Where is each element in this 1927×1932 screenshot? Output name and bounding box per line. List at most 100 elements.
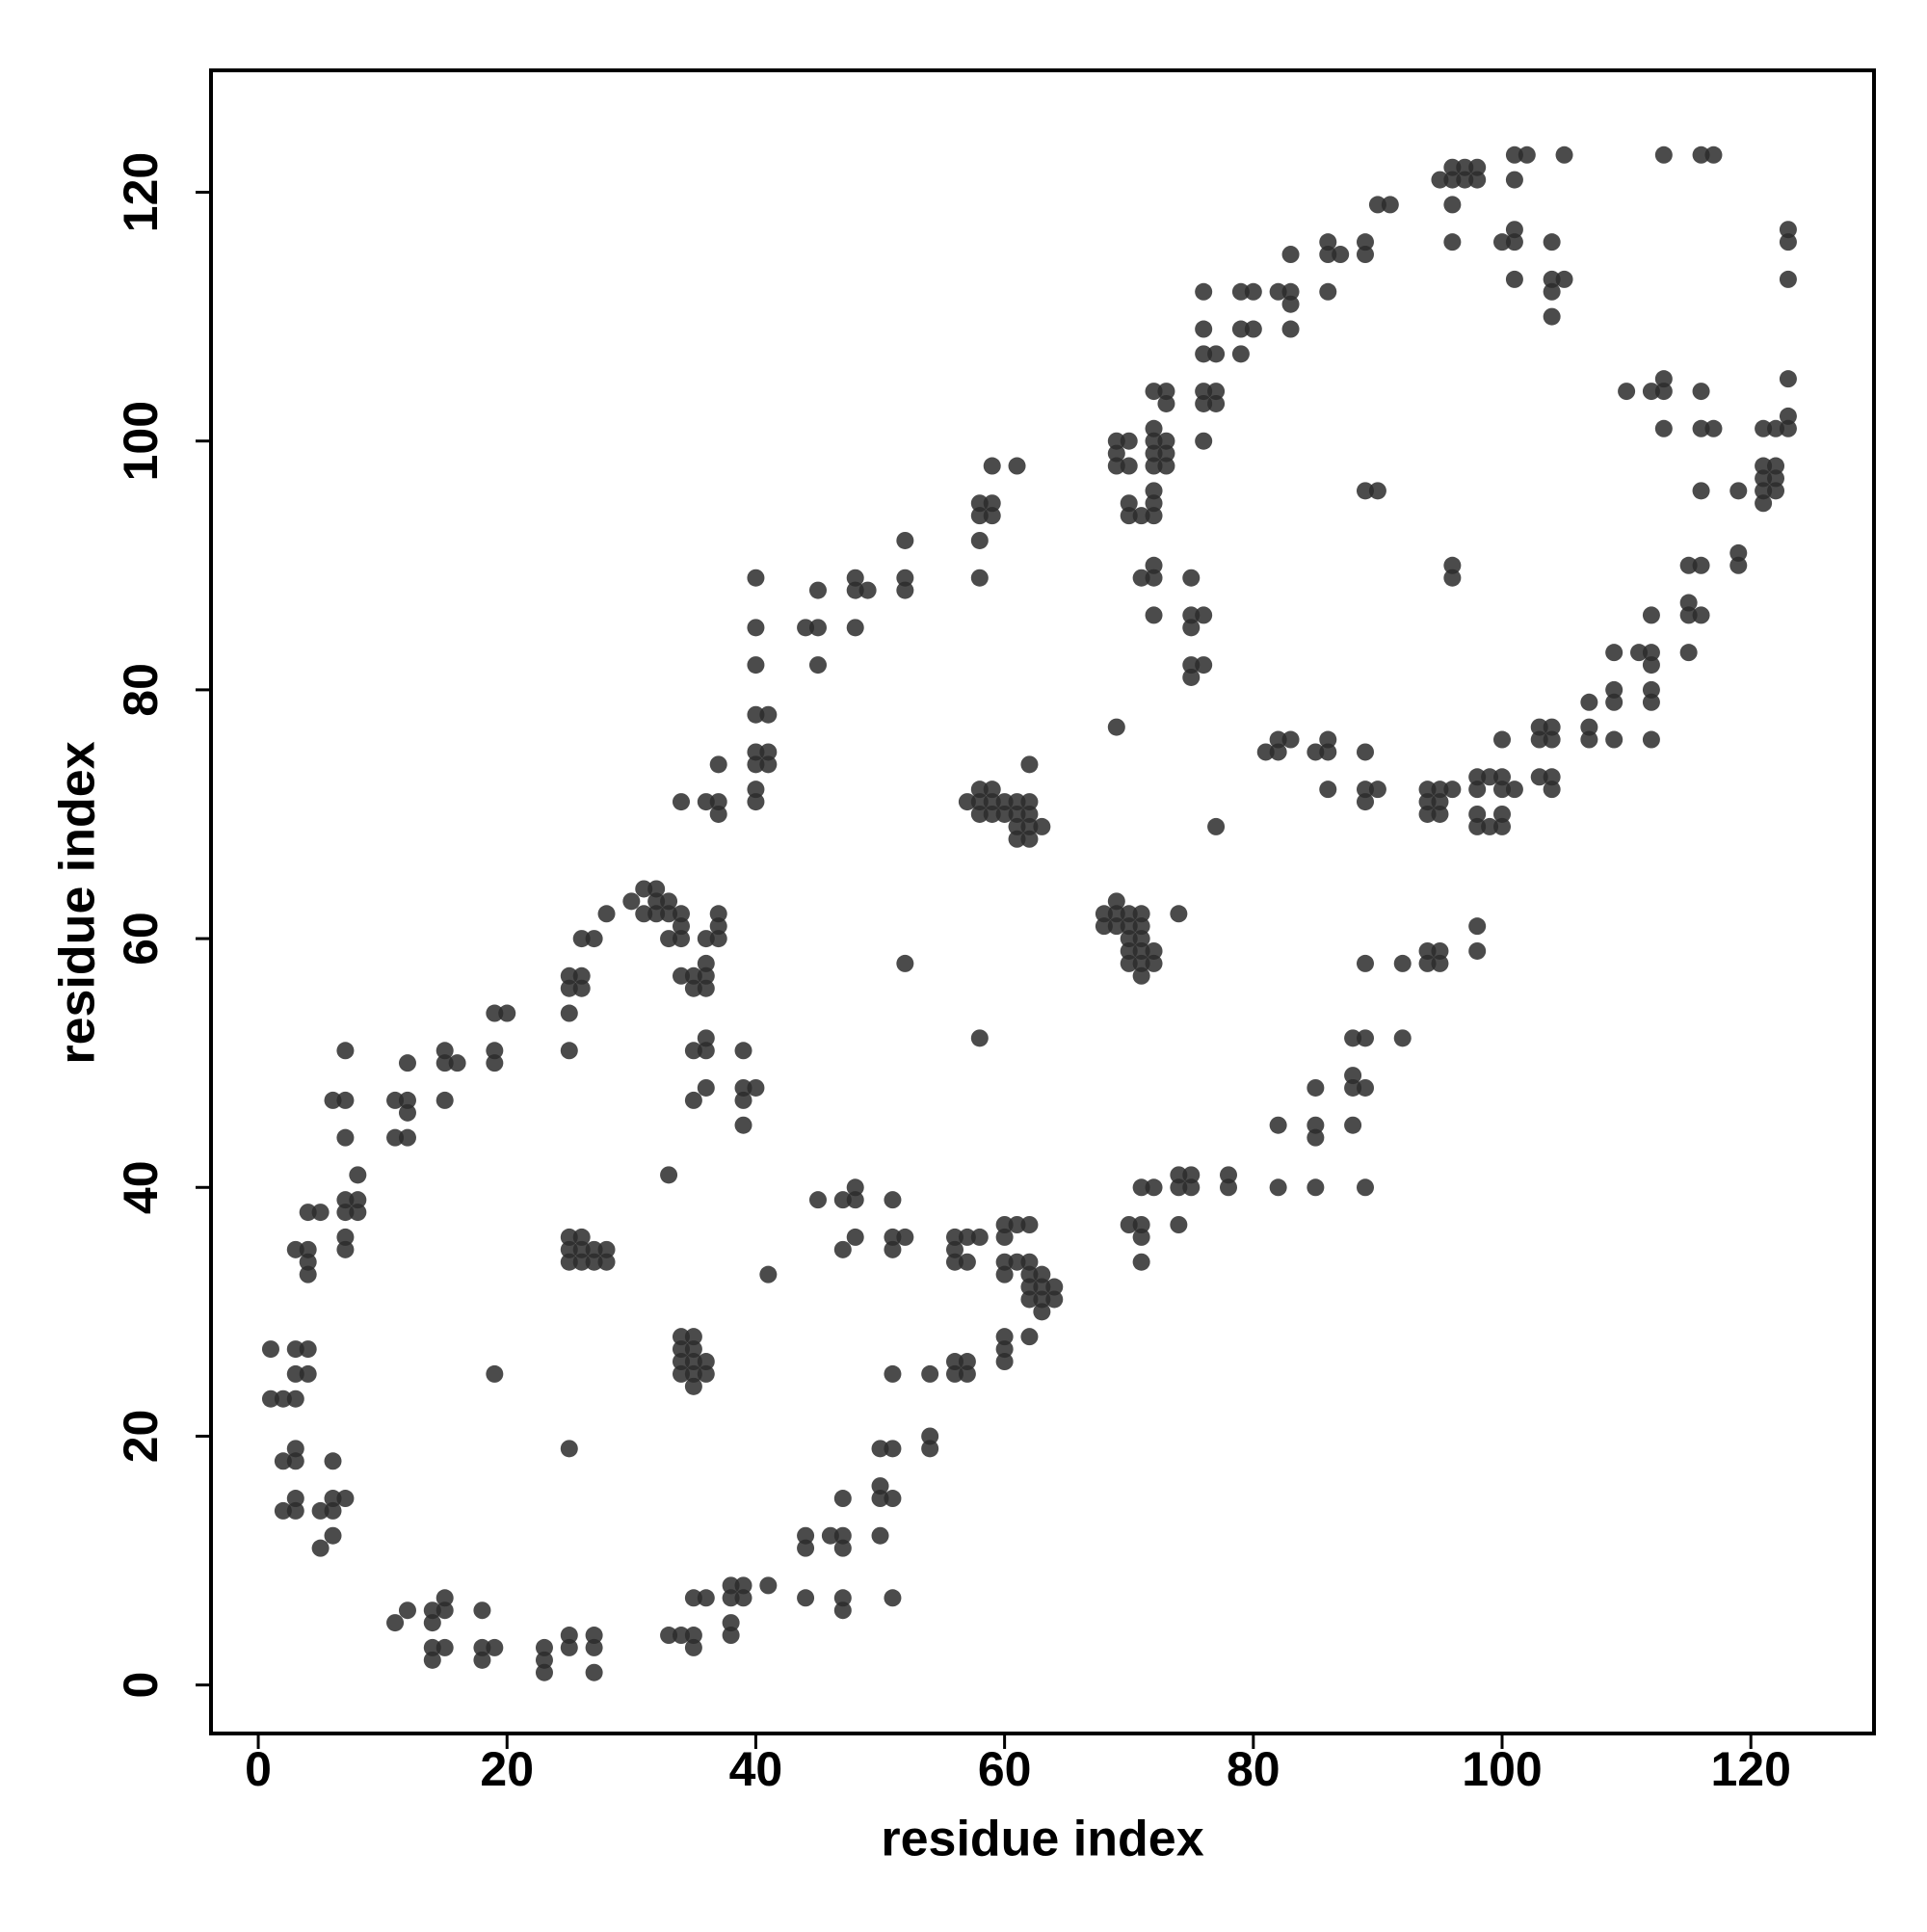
data-point [1505,781,1523,799]
data-point [1020,793,1039,811]
data-point [1505,233,1523,251]
data-point [311,1539,330,1557]
data-point [1145,383,1163,401]
data-point [1654,146,1673,164]
data-point [684,1328,702,1346]
data-point [846,569,864,587]
plot-frame [209,68,1876,1735]
data-point [759,1265,778,1284]
data-point [1692,146,1710,164]
data-point [1654,370,1673,388]
data-point [1157,444,1175,463]
data-point [336,1490,355,1508]
data-point [1145,432,1163,450]
data-point [846,581,864,599]
data-point [286,1440,304,1458]
data-point [1281,246,1300,264]
data-point [1244,320,1262,338]
data-point [1269,743,1287,761]
data-point [585,1627,603,1645]
data-point [585,930,603,948]
data-point [995,1228,1014,1246]
x-axis-title: residue index [881,1812,1203,1867]
data-point [1182,606,1201,624]
data-point [286,1364,304,1383]
data-point [884,1228,902,1246]
data-point [1779,270,1797,288]
data-point [311,1204,330,1222]
data-point [1704,146,1723,164]
data-point [1281,730,1300,749]
data-point [1033,1290,1051,1309]
data-point [1120,1216,1138,1234]
data-point [945,1353,964,1371]
data-point [1767,419,1785,437]
data-point [697,930,715,948]
data-point [336,1042,355,1060]
data-point [1319,282,1337,301]
data-point [572,1253,591,1271]
data-point [1605,644,1623,662]
data-point [1132,941,1150,960]
data-point [386,1091,405,1109]
y-tick-label: 40 [114,1160,168,1214]
data-point [1045,1290,1064,1309]
data-point [1307,1128,1325,1147]
data-point [1357,233,1375,251]
data-point [635,880,653,898]
data-point [423,1651,441,1669]
data-point [697,966,715,985]
data-point [585,1638,603,1656]
data-point [684,1638,702,1656]
data-point [1182,619,1201,637]
data-point [1431,805,1449,823]
data-point [1368,482,1386,500]
data-point [672,1328,690,1346]
data-point [797,1539,815,1557]
data-point [970,569,989,587]
data-point [1020,830,1039,848]
data-point [1767,457,1785,475]
data-point [672,905,690,923]
data-point [896,569,914,587]
data-point [436,1054,454,1072]
x-tick-label: 40 [729,1742,783,1796]
data-point [597,905,616,923]
data-point [1107,444,1125,463]
data-point [884,1490,902,1508]
data-point [871,1440,889,1458]
data-point [734,1091,752,1109]
data-point [1642,730,1660,749]
data-point [896,1228,914,1246]
data-point [336,1240,355,1258]
data-point [274,1389,292,1408]
data-point [970,805,989,823]
data-point [1654,383,1673,401]
data-point [1244,282,1262,301]
data-point [709,793,727,811]
x-tick-label: 60 [978,1742,1032,1796]
data-point [1393,1029,1412,1047]
data-point [1344,1078,1362,1097]
data-point [672,917,690,936]
data-point [684,1042,702,1060]
data-point [1008,1253,1026,1271]
data-point [1145,1178,1163,1197]
data-point [1368,781,1386,799]
data-point [1120,917,1138,936]
data-point [1642,644,1660,662]
data-point [1642,606,1660,624]
data-point [1692,606,1710,624]
x-tick-label: 20 [480,1742,534,1796]
data-point [921,1427,939,1445]
data-point [560,1440,578,1458]
data-point [1145,606,1163,624]
data-point [1107,905,1125,923]
data-point [1145,569,1163,587]
data-point [1729,556,1748,574]
data-point [572,1228,591,1246]
data-point [747,743,765,761]
data-point [747,619,765,637]
data-point [336,1191,355,1209]
data-point [1256,743,1275,761]
